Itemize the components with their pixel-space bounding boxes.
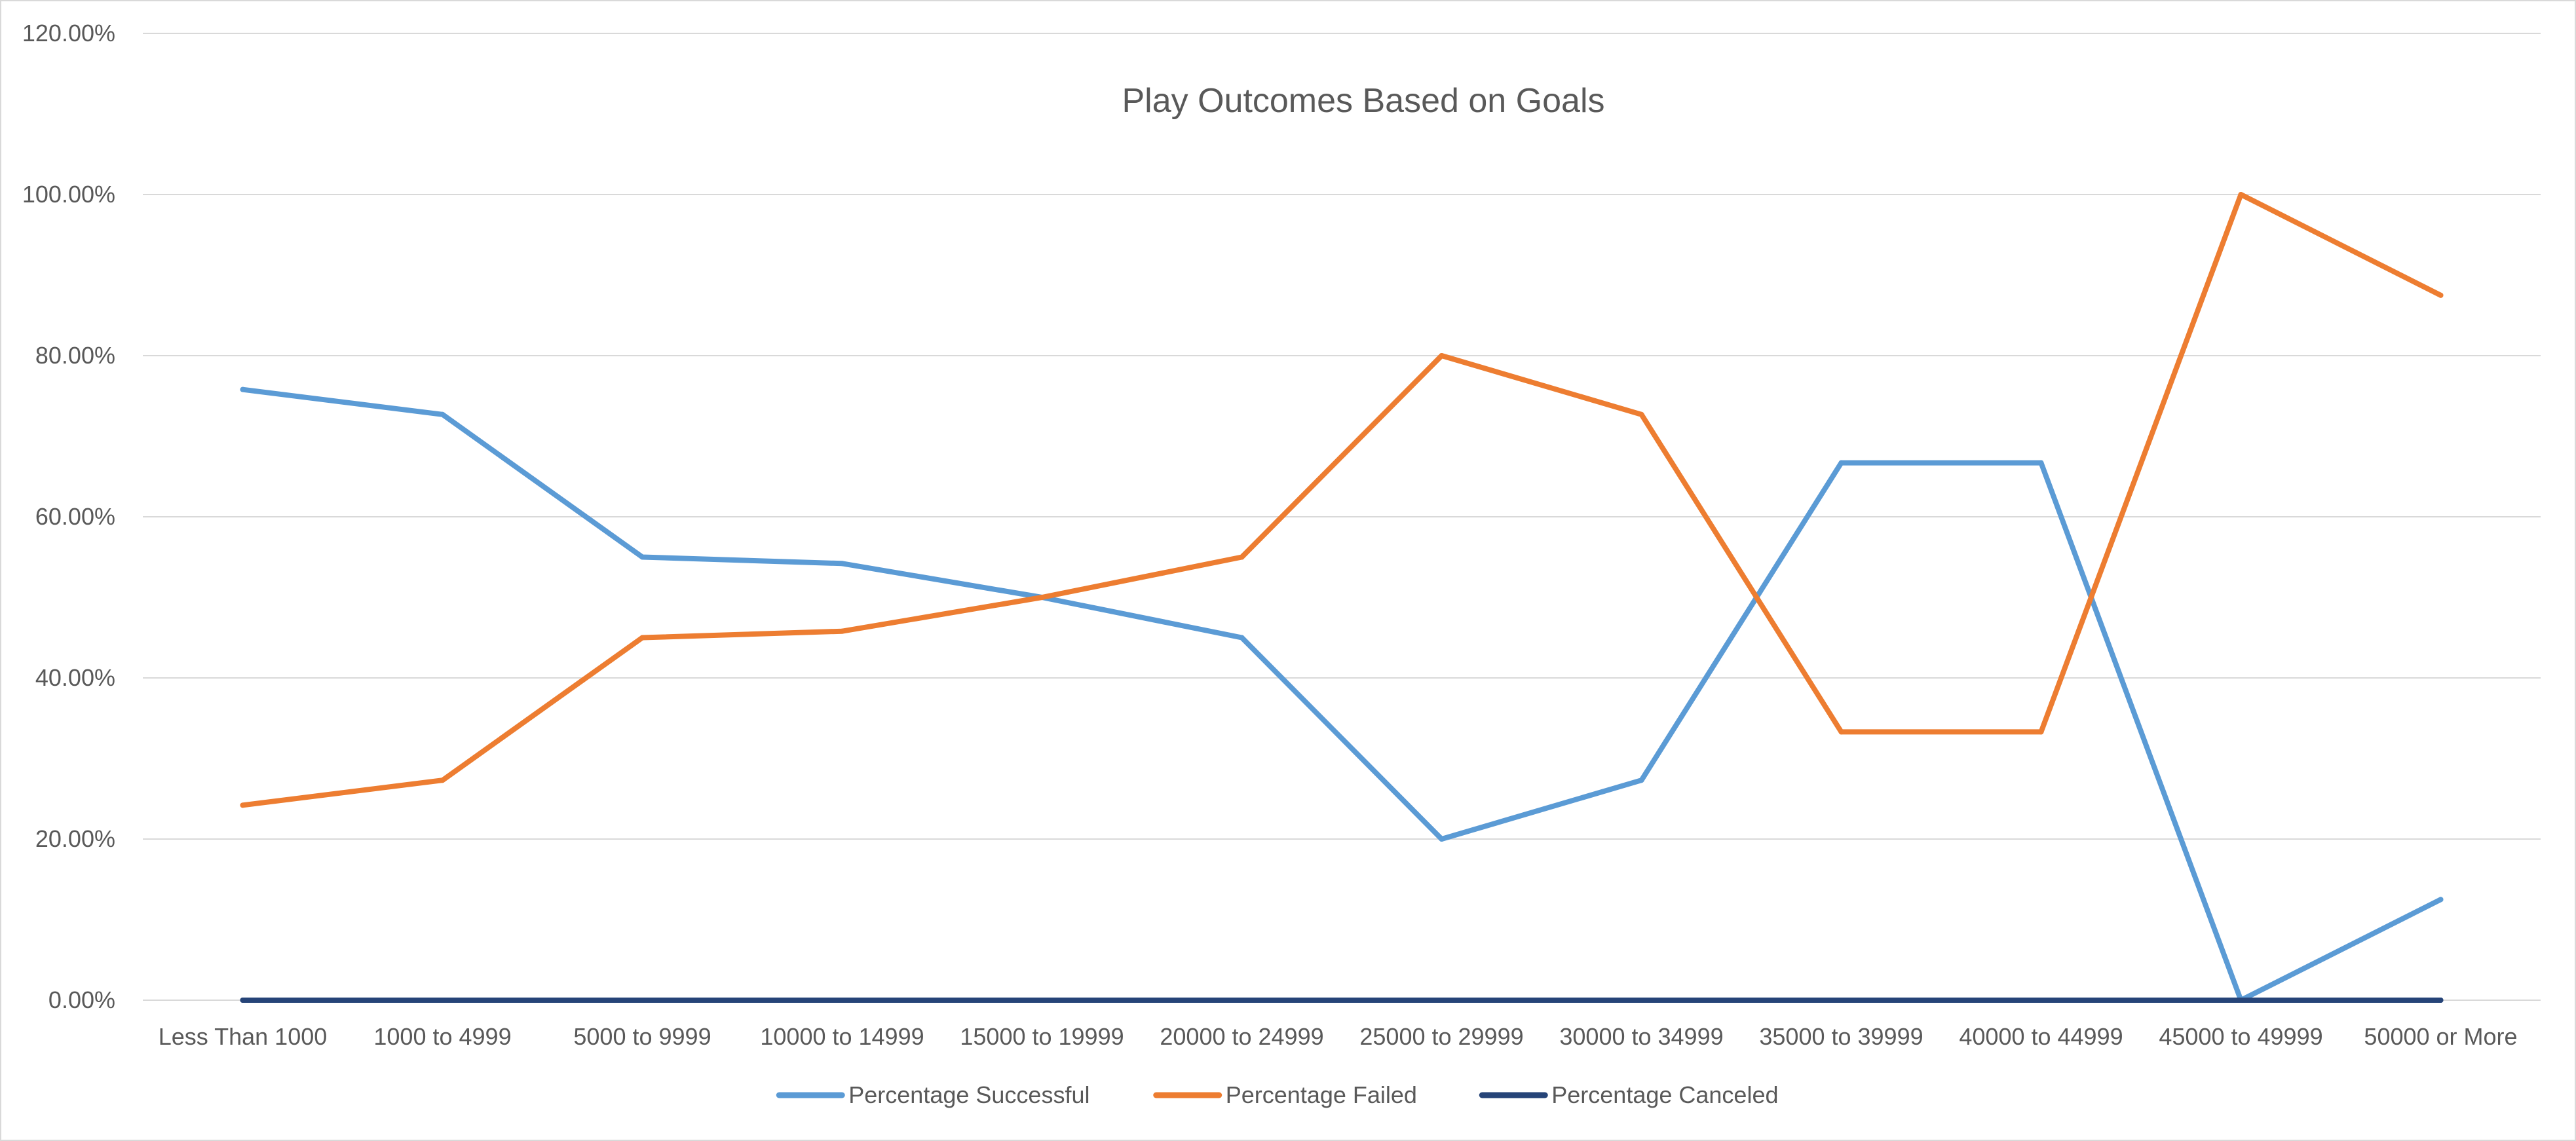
data-point [240, 998, 246, 1003]
x-tick-label: 50000 or More [2364, 1023, 2517, 1050]
data-point [839, 628, 845, 634]
x-axis-ticks: Less Than 1000 1000 to 4999 5000 to 9999 10… [159, 1023, 2518, 1050]
x-tick-label: 15000 to 19999 [960, 1023, 1124, 1050]
x-tick-label: 35000 to 39999 [1759, 1023, 1923, 1050]
x-tick-label: 45000 to 49999 [2159, 1023, 2322, 1050]
x-tick-label: 25000 to 29999 [1359, 1023, 1523, 1050]
series-2 [240, 192, 2444, 808]
series-3 [240, 998, 2444, 1003]
data-point [240, 386, 246, 392]
legend-label: Percentage Canceled [1551, 1081, 1778, 1108]
x-tick-label: 30000 to 34999 [1559, 1023, 1723, 1050]
data-point [1638, 777, 1644, 783]
data-point [1838, 460, 1844, 466]
x-tick-label: Less Than 1000 [159, 1023, 328, 1050]
data-point [1239, 554, 1245, 560]
series-line [240, 192, 2444, 808]
data-point [1439, 998, 1445, 1003]
x-tick-label: 10000 to 14999 [760, 1023, 924, 1050]
x-tick-label: 40000 to 44999 [1959, 1023, 2123, 1050]
y-tick-label: 120.00% [22, 20, 115, 47]
data-point [2238, 998, 2244, 1003]
legend-item: Percentage Successful [776, 1081, 1089, 1108]
gridlines [143, 33, 2541, 1001]
legend-item: Percentage Failed [1153, 1081, 1417, 1108]
data-point [1838, 998, 1844, 1003]
chart-title: Play Outcomes Based on Goals [1122, 82, 1604, 120]
data-point [639, 635, 645, 641]
data-point [2438, 292, 2444, 298]
x-tick-label: 5000 to 9999 [573, 1023, 711, 1050]
data-point [639, 554, 645, 560]
data-point [440, 998, 445, 1003]
y-axis-ticks: 0.00% 20.00% 40.00% 60.00% 80.00% 100.00% 120.… [22, 20, 115, 1013]
series-line [240, 386, 2444, 1003]
legend: Percentage Successful Percentage Failed Pe… [776, 1081, 1779, 1108]
series-1 [240, 386, 2444, 1003]
data-point [2038, 998, 2044, 1003]
y-tick-label: 100.00% [22, 181, 115, 208]
data-point [2438, 998, 2444, 1003]
y-tick-label: 20.00% [35, 825, 115, 852]
legend-label: Percentage Failed [1226, 1081, 1417, 1108]
data-point [1039, 998, 1045, 1003]
data-point [2038, 460, 2044, 466]
series-lines [240, 192, 2444, 1003]
y-tick-label: 60.00% [35, 503, 115, 530]
y-tick-label: 0.00% [48, 986, 115, 1013]
y-tick-label: 40.00% [35, 664, 115, 691]
data-point [2438, 897, 2444, 903]
data-point [440, 411, 445, 417]
data-point [1638, 998, 1644, 1003]
data-point [1239, 635, 1245, 641]
data-point [1638, 411, 1644, 417]
data-point [639, 998, 645, 1003]
data-point [1838, 729, 1844, 735]
data-point [1239, 998, 1245, 1003]
data-point [240, 802, 246, 808]
data-point [839, 998, 845, 1003]
data-point [839, 561, 845, 567]
legend-label: Percentage Successful [848, 1081, 1089, 1108]
data-point [1439, 353, 1445, 358]
y-tick-label: 80.00% [35, 342, 115, 369]
data-point [440, 777, 445, 783]
data-point [2238, 192, 2244, 197]
x-tick-label: 1000 to 4999 [373, 1023, 511, 1050]
data-point [2038, 729, 2044, 735]
legend-item: Percentage Canceled [1479, 1081, 1779, 1108]
x-tick-label: 20000 to 24999 [1160, 1023, 1323, 1050]
data-point [1439, 836, 1445, 842]
data-point [1039, 595, 1045, 600]
